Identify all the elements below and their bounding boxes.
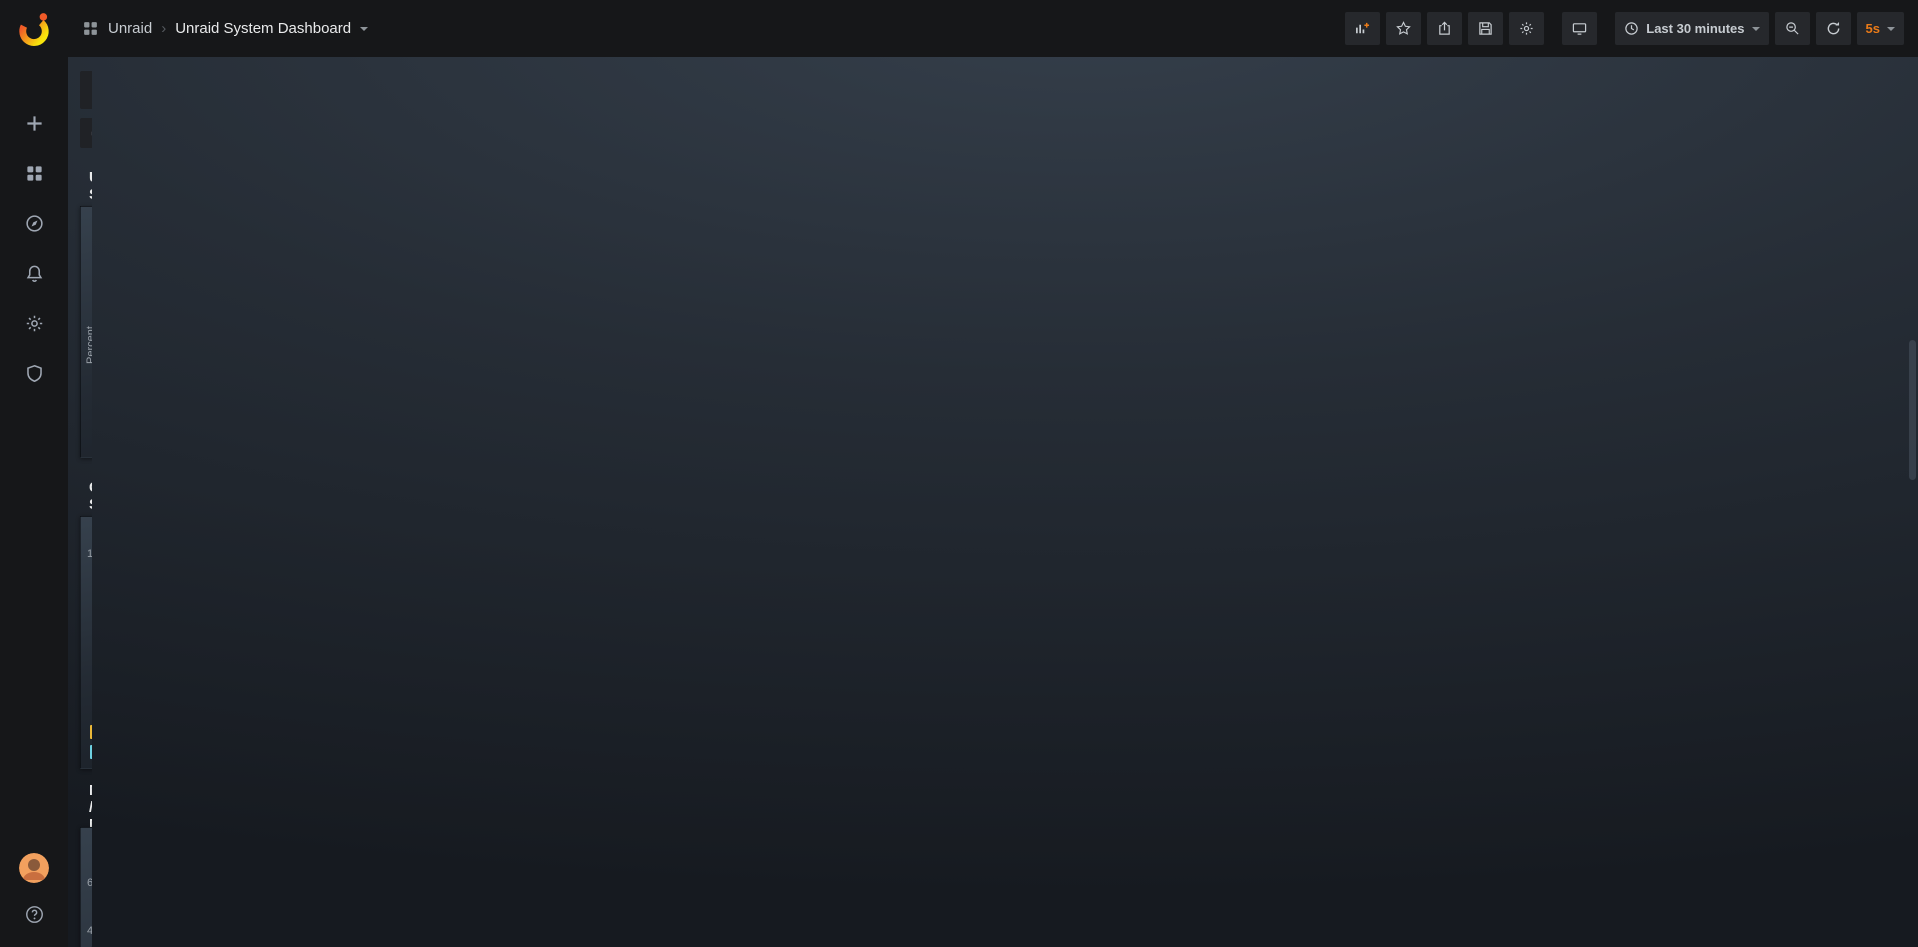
breadcrumb-dashboard-title[interactable]: Unraid System Dashboard — [175, 20, 352, 37]
tv-mode-button[interactable] — [1562, 12, 1598, 45]
gear-icon — [1520, 22, 1533, 35]
y-axis-label-left: Percent — [85, 326, 92, 365]
tv-mode-icon — [1573, 23, 1587, 35]
zoom-out-button[interactable] — [1774, 12, 1810, 45]
panel-ups-load: UPS Load % Last 12 hours Percent 35%30%2… — [80, 206, 92, 458]
main-area: Unraid › Unraid System Dashboard — [68, 0, 1918, 947]
grafana-flame-icon — [19, 13, 49, 46]
sidebar-item-explore[interactable] — [12, 206, 56, 240]
panel-title[interactable]: UPS Load % — [81, 207, 92, 234]
sidebar-item-alerting[interactable] — [12, 256, 56, 290]
series-marker — [90, 725, 92, 739]
add-panel-button[interactable] — [1345, 12, 1381, 45]
sidebar-item-help[interactable] — [12, 897, 56, 931]
dashboard-link-plex-theme[interactable]: Grafana Plex Theme — [80, 118, 92, 148]
star-button[interactable] — [1386, 12, 1422, 45]
external-link-icon — [91, 130, 92, 136]
panel-cpu-1: CPU 1 Last 30 minutes 100%50%0% 19 — [80, 516, 92, 769]
row-title: Network / Memory — [89, 782, 92, 833]
refresh-interval-label: 5s — [1865, 21, 1880, 36]
sidebar-item-dashboards[interactable] — [12, 156, 56, 190]
legend-item[interactable]: Core 1 22%42% — [90, 722, 92, 742]
bell-icon — [26, 265, 42, 282]
chevron-down-icon — [1887, 26, 1895, 31]
nav-actions: Last 30 minutes 5s — [1345, 12, 1904, 45]
refresh-button[interactable] — [1815, 12, 1851, 45]
sidebar-item-server-admin[interactable] — [12, 356, 56, 390]
user-avatar[interactable] — [19, 853, 49, 883]
scrollbar[interactable] — [1909, 340, 1916, 480]
apps-grid-icon — [82, 20, 99, 37]
time-range-label: Last 30 minutes — [1646, 21, 1745, 36]
save-button[interactable] — [1468, 12, 1504, 45]
legend-header[interactable]: avg current — [90, 705, 92, 722]
chevron-down-icon[interactable] — [360, 26, 369, 31]
breadcrumb-app[interactable]: Unraid — [108, 20, 153, 37]
share-button[interactable] — [1427, 12, 1463, 45]
clock-icon — [1625, 22, 1638, 35]
dashboard-settings-button[interactable] — [1509, 12, 1545, 45]
search-minus-icon — [1785, 22, 1799, 35]
add-panel-icon — [1356, 22, 1370, 34]
row-title: CPU Stats — [89, 479, 92, 513]
avatar-icon — [19, 853, 49, 883]
y-ticks-left: 100%50%0% — [87, 548, 92, 560]
shield-icon — [26, 364, 42, 382]
row-title: UPS Stats — [89, 169, 92, 203]
question-icon — [25, 905, 43, 923]
plus-icon — [26, 115, 42, 131]
star-icon — [1396, 21, 1412, 35]
gear-icon — [26, 315, 42, 331]
series-marker — [90, 745, 92, 759]
refresh-interval-button[interactable]: 5s — [1856, 12, 1904, 45]
sidebar — [0, 0, 68, 947]
sidebar-item-create[interactable] — [12, 106, 56, 140]
dashboard: kWh Price 0.65 Currency kr UPS Max Outpu… — [68, 57, 92, 947]
variable-kwh-price[interactable]: kWh Price 0.65 — [80, 71, 92, 109]
time-picker-button[interactable]: Last 30 minutes — [1615, 12, 1769, 45]
breadcrumb-separator: › — [161, 20, 167, 37]
grafana-logo[interactable] — [14, 10, 54, 50]
y-ticks-left: 6.0 MBs4.0 MBs2.0 MBs — [87, 877, 92, 937]
share-icon — [1439, 21, 1451, 35]
top-navbar: Unraid › Unraid System Dashboard — [68, 0, 1918, 57]
compass-icon — [25, 214, 43, 232]
panel-title[interactable]: Network — [81, 828, 92, 855]
grid-icon — [26, 165, 42, 181]
legend-table: avg current Core 1 22%42% Core 5 — [81, 705, 92, 768]
breadcrumb: Unraid › Unraid System Dashboard — [82, 20, 369, 37]
panel-title[interactable]: CPU 1 — [81, 517, 92, 544]
sidebar-item-configuration[interactable] — [12, 306, 56, 340]
chevron-down-icon — [1751, 26, 1760, 31]
legend-item[interactable]: Core 5 21%41% — [90, 742, 92, 762]
panel-network: Network Last 30 minutes 6.0 MBs4.0 MBs2.… — [80, 827, 92, 947]
refresh-icon — [1827, 21, 1839, 35]
save-icon — [1479, 22, 1492, 35]
